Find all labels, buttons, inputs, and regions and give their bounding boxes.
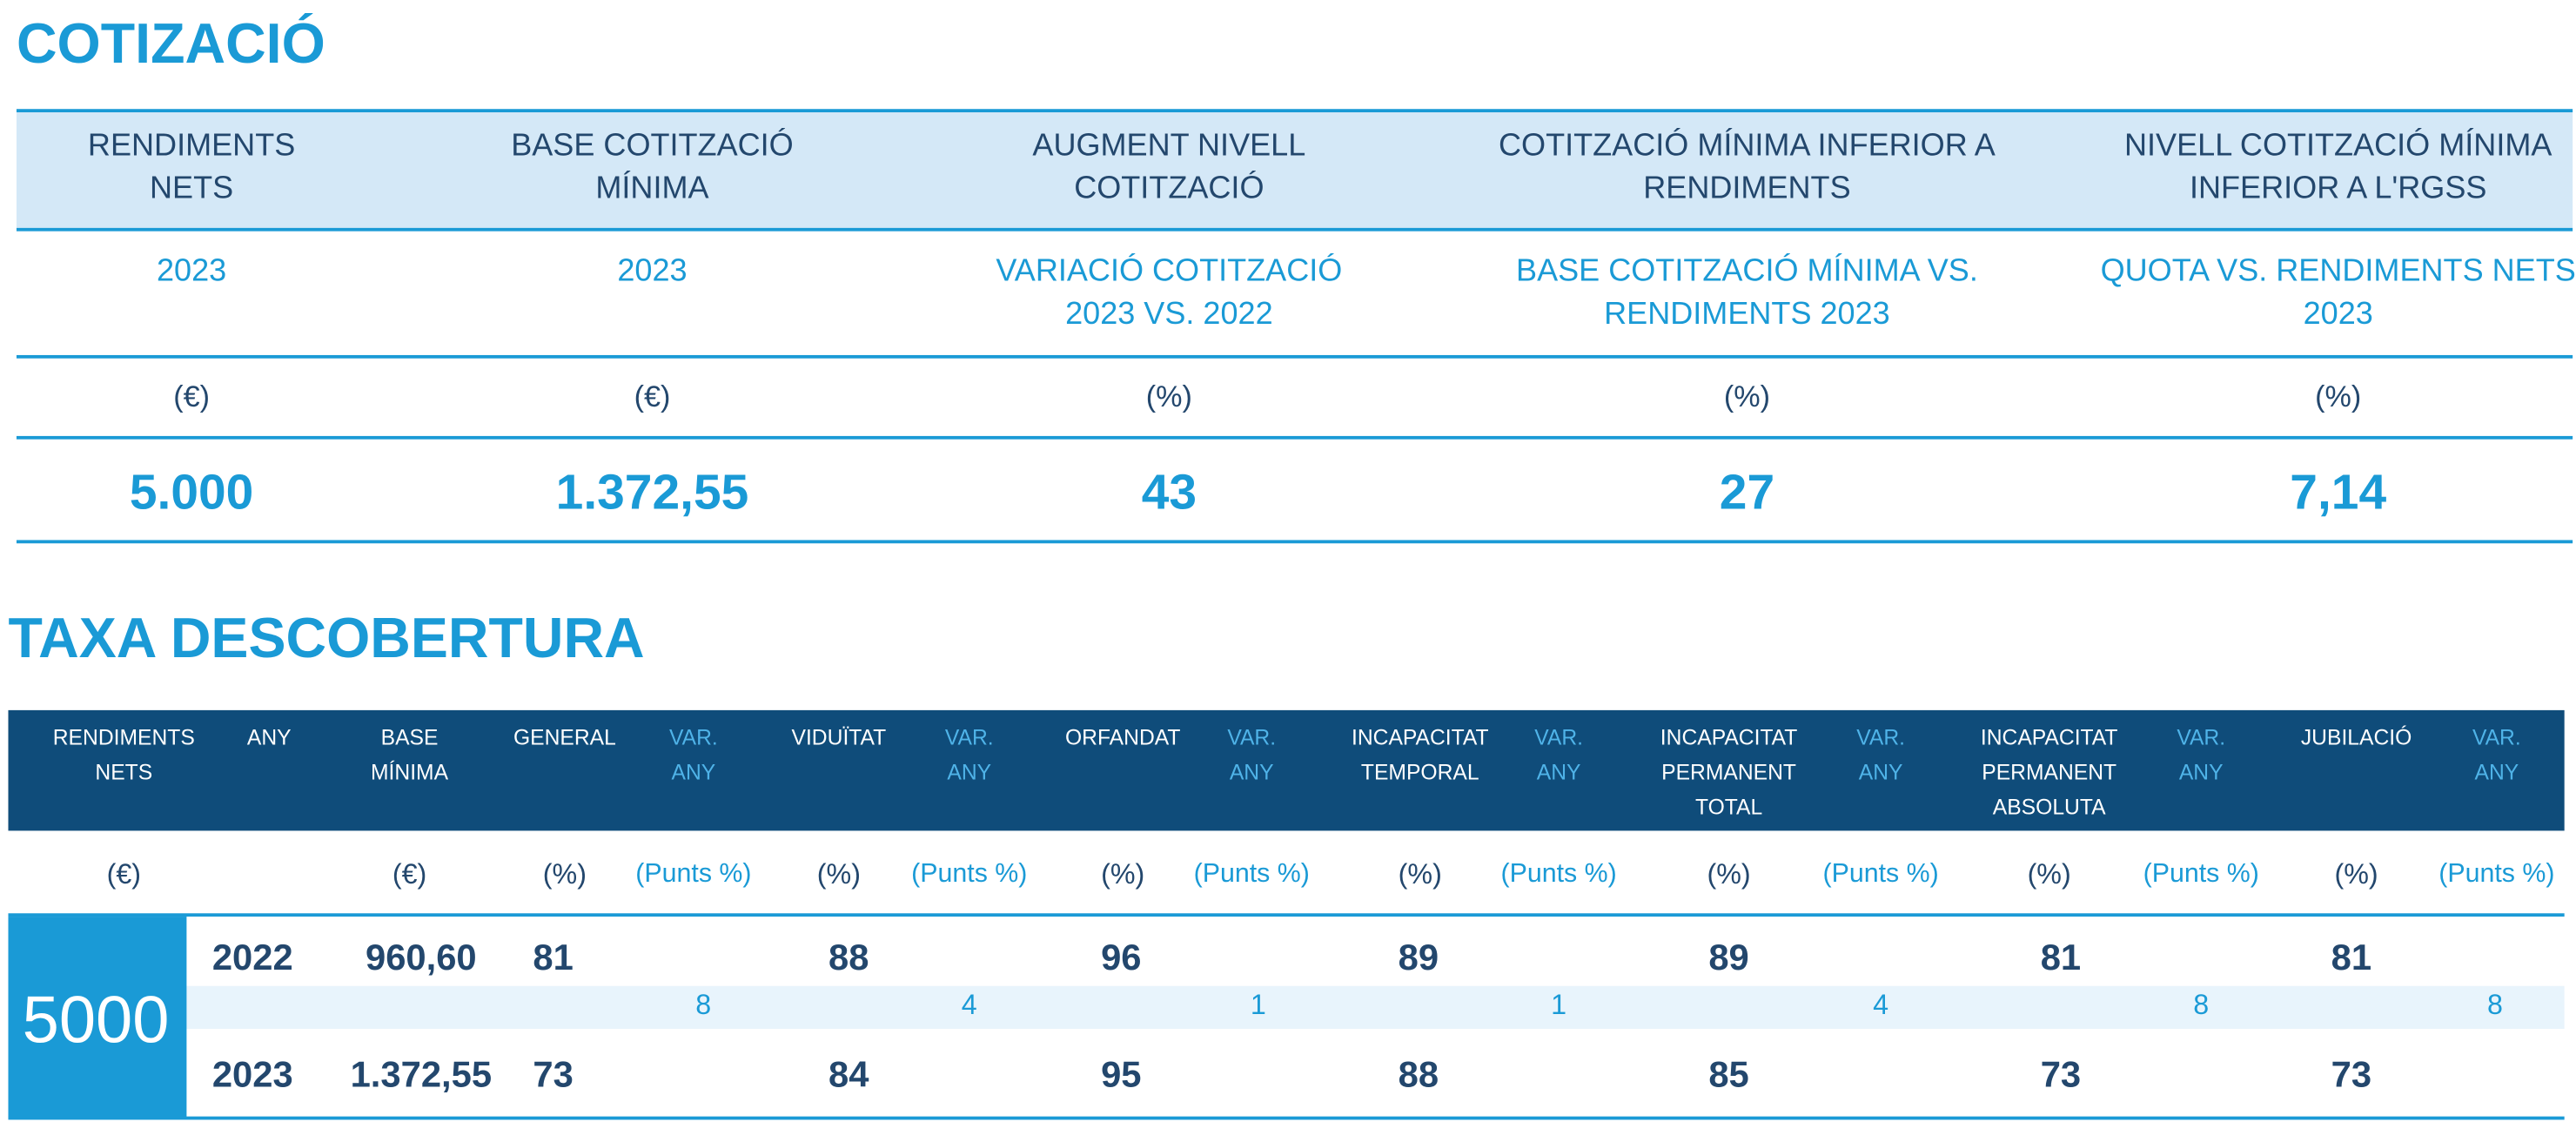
base-minima: 960,60 bbox=[365, 936, 477, 978]
unit: (%) bbox=[816, 858, 861, 890]
unit: (%) bbox=[2315, 380, 2362, 413]
column-header: INCAPACITAT TEMPORAL bbox=[1351, 724, 1489, 785]
unit: (%) bbox=[2027, 858, 2071, 890]
section-title: TAXA DESCOBERTURA bbox=[8, 608, 645, 671]
unit: (Punts %) bbox=[2143, 860, 2259, 889]
rate: 73 bbox=[2331, 1053, 2372, 1095]
column-header: BASE MÍNIMA bbox=[370, 724, 449, 785]
rate: 73 bbox=[533, 1053, 574, 1095]
year: 2022 bbox=[211, 936, 293, 978]
unit: (€) bbox=[173, 380, 210, 413]
unit: (%) bbox=[542, 858, 587, 890]
rule bbox=[16, 540, 2573, 544]
unit: (%) bbox=[1101, 858, 1145, 890]
rate: 89 bbox=[1708, 936, 1749, 978]
column-header: VAR. ANY bbox=[2177, 724, 2226, 785]
unit: (Punts %) bbox=[2438, 860, 2555, 889]
header-band bbox=[8, 709, 2565, 831]
variation: 8 bbox=[2193, 989, 2210, 1021]
value: 43 bbox=[1141, 466, 1197, 521]
variation: 1 bbox=[1551, 989, 1567, 1021]
rule bbox=[16, 435, 2573, 439]
rule bbox=[16, 109, 2573, 113]
variation: 8 bbox=[2486, 989, 2503, 1021]
column-header: ORFANDAT bbox=[1064, 724, 1181, 750]
value: 5.000 bbox=[129, 466, 254, 521]
rendiments-cell bbox=[8, 917, 187, 1118]
column-header: VAR. ANY bbox=[1856, 724, 1906, 785]
column-subheader: QUOTA VS. RENDIMENTS NETS 2023 bbox=[2100, 254, 2576, 333]
unit: (%) bbox=[1398, 858, 1442, 890]
rate: 73 bbox=[2040, 1053, 2082, 1095]
rate: 81 bbox=[2331, 936, 2372, 978]
section-title: COTIZACIÓ bbox=[16, 13, 325, 77]
column-header: VIDUÏTAT bbox=[791, 724, 887, 750]
base-minima: 1.372,55 bbox=[350, 1053, 493, 1095]
variation: 1 bbox=[1250, 989, 1266, 1021]
column-subheader: 2023 bbox=[617, 254, 688, 290]
value: 1.372,55 bbox=[555, 466, 749, 521]
rate: 89 bbox=[1398, 936, 1439, 978]
value: 7,14 bbox=[2290, 466, 2387, 521]
unit: (Punts %) bbox=[635, 860, 752, 889]
variation-band bbox=[186, 985, 2565, 1030]
rule bbox=[8, 1116, 2565, 1120]
unit: (€) bbox=[634, 380, 671, 413]
rate: 81 bbox=[2040, 936, 2082, 978]
unit: (%) bbox=[1707, 858, 1751, 890]
column-header: VAR. ANY bbox=[1534, 724, 1584, 785]
column-header: NIVELL COTITZACIÓ MÍNIMA INFERIOR A L'RG… bbox=[2124, 128, 2553, 207]
column-header: BASE COTITZACIÓ MÍNIMA bbox=[511, 128, 794, 207]
rate: 96 bbox=[1101, 936, 1142, 978]
unit: (%) bbox=[1723, 380, 1771, 413]
column-header: COTITZACIÓ MÍNIMA INFERIOR A RENDIMENTS bbox=[1499, 128, 1996, 207]
rate: 81 bbox=[533, 936, 574, 978]
variation: 8 bbox=[695, 989, 712, 1021]
year: 2023 bbox=[211, 1053, 293, 1095]
unit: (€) bbox=[106, 858, 142, 890]
column-header: VAR. ANY bbox=[944, 724, 994, 785]
column-subheader: BASE COTITZACIÓ MÍNIMA VS. RENDIMENTS 20… bbox=[1516, 254, 1978, 333]
column-header: VAR. ANY bbox=[1227, 724, 1277, 785]
unit: (Punts %) bbox=[1822, 860, 1939, 889]
column-header: GENERAL bbox=[513, 724, 616, 750]
rendiments-value: 5000 bbox=[22, 984, 170, 1058]
rate: 84 bbox=[828, 1053, 869, 1095]
column-header: INCAPACITAT PERMANENT TOTAL bbox=[1660, 724, 1798, 820]
unit: (Punts %) bbox=[1193, 860, 1310, 889]
rate: 95 bbox=[1101, 1053, 1142, 1095]
rule bbox=[8, 913, 2565, 917]
header-band bbox=[16, 111, 2573, 228]
column-header: VAR. ANY bbox=[669, 724, 718, 785]
rate: 85 bbox=[1708, 1053, 1749, 1095]
unit: (Punts %) bbox=[911, 860, 1028, 889]
column-subheader: 2023 bbox=[156, 254, 227, 290]
column-header: AUGMENT NIVELL COTITZACIÓ bbox=[1032, 128, 1306, 207]
rule bbox=[16, 227, 2573, 231]
column-header: INCAPACITAT PERMANENT ABSOLUTA bbox=[1980, 724, 2118, 820]
rate: 88 bbox=[828, 936, 869, 978]
unit: (€) bbox=[392, 858, 427, 890]
rule bbox=[16, 354, 2573, 358]
rate: 88 bbox=[1398, 1053, 1439, 1095]
column-header: JUBILACIÓ bbox=[2300, 724, 2412, 750]
value: 27 bbox=[1719, 466, 1775, 521]
column-header: VAR. ANY bbox=[2472, 724, 2521, 785]
column-header: RENDIMENTS NETS bbox=[87, 128, 296, 207]
variation: 4 bbox=[961, 989, 977, 1021]
column-header: ANY bbox=[246, 724, 292, 750]
column-subheader: VARIACIÓ COTITZACIÓ 2023 VS. 2022 bbox=[996, 254, 1343, 333]
column-header: RENDIMENTS NETS bbox=[52, 724, 195, 785]
variation: 4 bbox=[1873, 989, 1889, 1021]
unit: (%) bbox=[1145, 380, 1192, 413]
unit: (%) bbox=[2334, 858, 2378, 890]
unit: (Punts %) bbox=[1500, 860, 1617, 889]
